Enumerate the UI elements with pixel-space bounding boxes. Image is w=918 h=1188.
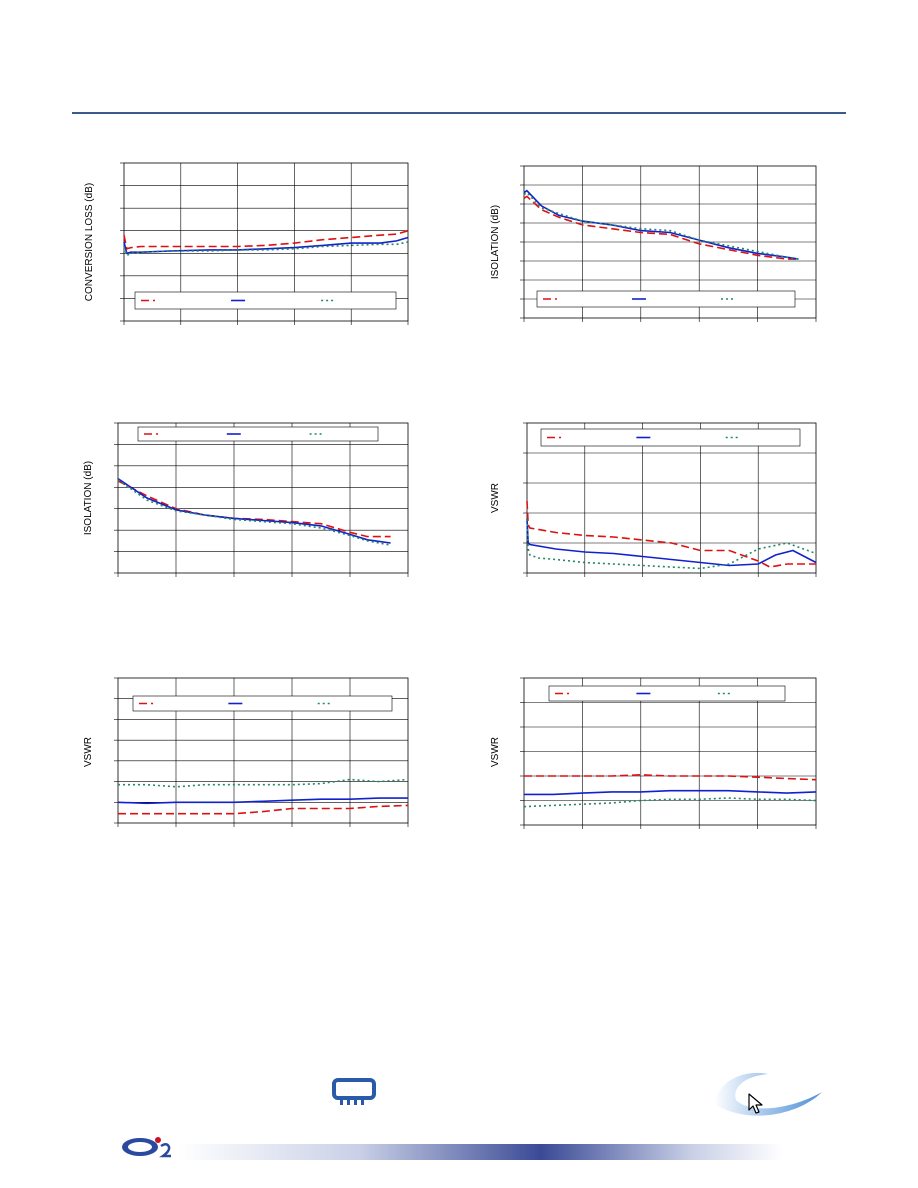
y-axis-label: VSWR bbox=[490, 483, 501, 513]
legend-box bbox=[137, 426, 379, 442]
series-line-red bbox=[117, 480, 391, 538]
chart-5: VSWR bbox=[83, 677, 409, 827]
legend-box bbox=[540, 428, 801, 447]
y-axis-label: ISOLATION (dB) bbox=[490, 205, 501, 279]
series-line-green bbox=[118, 778, 409, 788]
chart-6: VSWR bbox=[490, 677, 817, 829]
series-line-blue bbox=[524, 789, 817, 796]
y-axis-label: VSWR bbox=[490, 737, 501, 767]
legend-box bbox=[132, 695, 393, 712]
series-line-green bbox=[523, 797, 817, 808]
swoosh-logo bbox=[714, 1072, 822, 1116]
legend-box bbox=[134, 291, 397, 310]
chart-3: ISOLATION (dB) bbox=[83, 422, 409, 577]
chip-icon bbox=[332, 1078, 376, 1105]
series-line-green bbox=[526, 518, 817, 570]
chart-4: VSWR bbox=[490, 422, 817, 577]
series-line-blue bbox=[117, 797, 408, 805]
series-line-blue bbox=[526, 518, 817, 567]
legend-box bbox=[548, 685, 786, 702]
series-line-blue bbox=[117, 478, 391, 544]
y-axis-label: ISOLATION (dB) bbox=[83, 461, 94, 535]
y-axis-label: VSWR bbox=[83, 737, 94, 767]
cursor-icon bbox=[748, 1093, 763, 1114]
series-line-blue bbox=[523, 189, 799, 260]
series-line-green bbox=[123, 241, 409, 257]
chart-2: ISOLATION (dB) bbox=[490, 165, 817, 322]
footer-gradient-bar bbox=[178, 1144, 783, 1160]
brand-logo bbox=[122, 1137, 171, 1158]
chart-1: CONVERSION LOSS (dB) bbox=[84, 162, 409, 325]
legend-box bbox=[536, 290, 796, 308]
series-line-red bbox=[123, 229, 409, 250]
series-line-red bbox=[524, 773, 817, 781]
series-line-red bbox=[118, 804, 409, 815]
y-axis-label: CONVERSION LOSS (dB) bbox=[84, 183, 95, 301]
plot-frame bbox=[117, 422, 409, 574]
series-line-green bbox=[117, 479, 391, 546]
header-rule bbox=[72, 112, 846, 114]
series-line-blue bbox=[123, 236, 409, 255]
plot-frame bbox=[117, 677, 409, 824]
series-line-green bbox=[523, 191, 799, 260]
series-line-red bbox=[523, 195, 799, 260]
plot-frame bbox=[526, 422, 817, 574]
series-line-red bbox=[526, 500, 816, 568]
